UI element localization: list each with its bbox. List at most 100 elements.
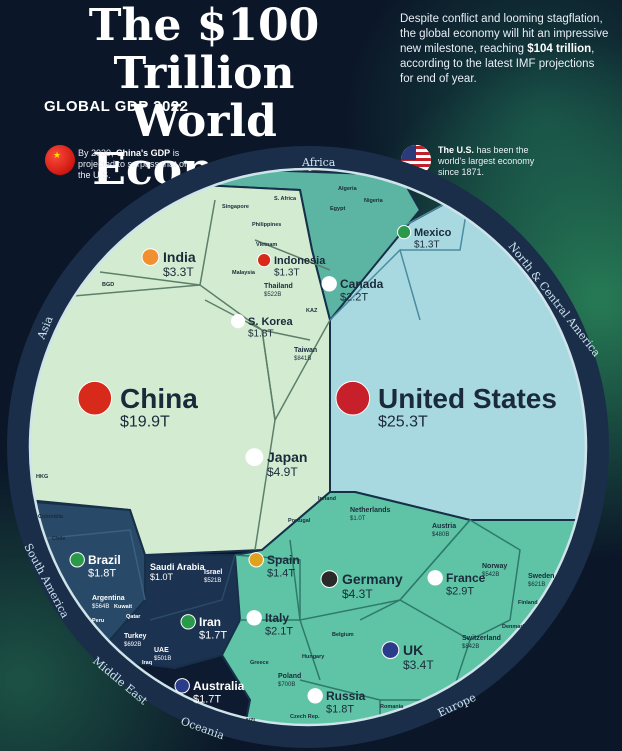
country-value: $1.8T <box>88 568 116 580</box>
small-country-label: Ireland <box>318 496 336 502</box>
small-country-label: Portugal <box>288 518 311 524</box>
country-name: Spain <box>267 553 300 567</box>
small-country-label: S. Africa <box>274 196 297 202</box>
country-name: Netherlands <box>350 507 391 514</box>
country-value: $2.9T <box>446 586 474 598</box>
country-iran: Iran$1.7T <box>180 614 227 642</box>
flag-icon <box>77 380 113 416</box>
country-france: France$2.9T <box>427 570 486 598</box>
country-name: Iran <box>199 615 221 629</box>
country-name: Switzerland <box>462 635 501 642</box>
small-country-label: Greece <box>250 660 269 666</box>
country-taiwan: Taiwan $841B <box>294 347 317 362</box>
country-name: Indonesia <box>274 255 326 267</box>
country-value: $4.9T <box>267 465 298 479</box>
country-name: Argentina <box>92 595 125 602</box>
flag-icon <box>427 570 443 586</box>
small-country-label: Nigeria <box>364 198 384 204</box>
border-indonesia <box>254 239 331 271</box>
country-name: Mexico <box>414 227 452 239</box>
cell-asia <box>30 183 331 557</box>
country-poland: Poland $700B <box>278 673 301 688</box>
country-united-states: United States$25.3T <box>335 380 557 430</box>
country-mexico: Mexico$1.3T <box>397 225 452 251</box>
country-argentina: Argentina $564B <box>92 595 125 610</box>
flag-icon <box>321 276 337 292</box>
country-value: $522B <box>264 292 281 298</box>
country-value: $1.4T <box>267 568 295 580</box>
country-value: $1.7T <box>199 630 227 642</box>
country-value: $2.1T <box>265 626 293 638</box>
description-text-end: , according to the latest IMF projection… <box>400 43 595 85</box>
country-name: Norway <box>482 563 507 570</box>
small-country-label: Malaysia <box>232 270 256 276</box>
flag-icon <box>397 225 412 240</box>
country-name: Germany <box>342 571 403 587</box>
flag-icon <box>231 314 246 329</box>
flag-icon <box>307 688 323 704</box>
country-israel: Israel $521B <box>204 569 222 584</box>
country-japan: Japan$4.9T <box>245 448 307 479</box>
china-flag-icon: ★ <box>45 145 75 175</box>
country-value: $1.0T <box>150 572 174 582</box>
flag-icon <box>248 552 264 568</box>
us-note-post: has been the world's largest economy sin… <box>438 145 535 177</box>
border-india <box>99 199 216 286</box>
country-name: Canada <box>340 277 384 291</box>
border-japan <box>254 329 276 551</box>
page-subtitle: GLOBAL GDP 2022 <box>44 98 189 115</box>
small-country-label: Kuwait <box>114 604 132 610</box>
small-country-label: Algeria <box>338 186 358 192</box>
small-country-label: NZL <box>246 718 257 724</box>
country-name: Poland <box>278 673 301 680</box>
small-country-label: Chile <box>52 536 65 542</box>
country-value: $521B <box>204 578 221 584</box>
country-name: UK <box>403 642 423 658</box>
small-country-label: Philippines <box>252 222 281 228</box>
country-value: $1.3T <box>414 240 440 251</box>
small-country-label: HKG <box>36 474 48 480</box>
flag-icon <box>180 614 196 630</box>
country-italy: Italy$2.1T <box>246 610 293 638</box>
country-value: $564B <box>92 604 109 610</box>
country-name: UAE <box>154 647 169 654</box>
country-australia: Australia$1.7T <box>174 678 245 706</box>
country-sweden: Sweden $621B <box>528 573 554 588</box>
country-value: $1.8T <box>248 329 274 340</box>
description: Despite conflict and looming stagflation… <box>400 12 610 87</box>
country-name: Russia <box>326 689 366 703</box>
flag-icon <box>174 678 190 694</box>
country-value: $692B <box>124 642 141 648</box>
small-country-label: Peru <box>92 618 104 624</box>
china-note-pre: By 2030, <box>78 148 117 158</box>
country-name: Taiwan <box>294 347 317 354</box>
border-russia <box>299 679 381 725</box>
small-country-label: Egypt <box>330 206 345 212</box>
country-china: China$19.9T <box>77 380 198 430</box>
country-name: United States <box>378 383 557 414</box>
description-highlight: $104 trillion <box>527 43 592 55</box>
border-iran <box>149 554 236 621</box>
country-value: $1.3T <box>274 268 300 279</box>
country-value: $1.8T <box>326 704 354 716</box>
country-name: Thailand <box>264 283 293 290</box>
small-country-label: Czech Rep. <box>290 714 320 720</box>
small-country-label: Hungary <box>302 654 325 660</box>
country-brazil: Brazil$1.8T <box>69 552 121 580</box>
country-name: Japan <box>267 449 307 465</box>
border-france <box>399 519 521 641</box>
small-country-label: Finland <box>518 600 538 606</box>
country-russia: Russia$1.8T <box>307 688 366 716</box>
flag-icon <box>246 610 262 626</box>
small-country-label: Belgium <box>332 632 354 638</box>
country-name: France <box>446 571 486 585</box>
flag-icon <box>335 380 371 416</box>
flag-icon <box>381 641 400 659</box>
country-thailand: Thailand $522B <box>264 283 293 298</box>
country-s-korea: S. Korea$1.8T <box>231 314 294 340</box>
us-note-bold: The U.S. <box>438 145 475 155</box>
small-country-label: KAZ <box>306 308 318 314</box>
country-name: Turkey <box>124 633 147 640</box>
country-canada: Canada$2.2T <box>321 276 384 304</box>
